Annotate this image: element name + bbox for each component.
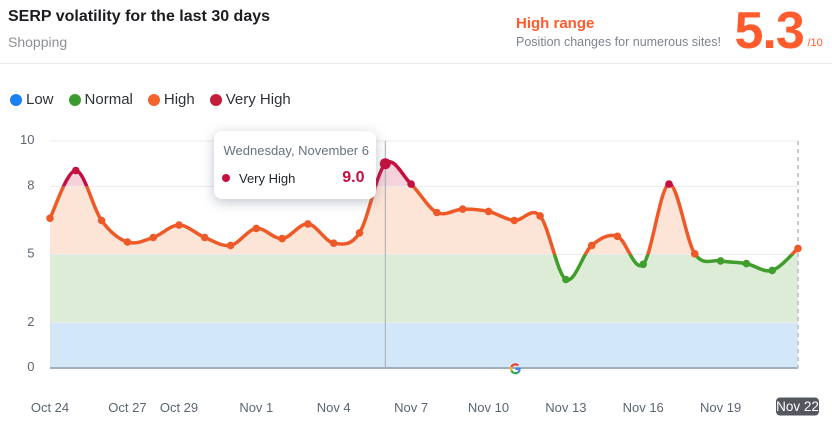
svg-text:Nov 22: Nov 22 bbox=[776, 399, 819, 414]
svg-text:Oct 29: Oct 29 bbox=[160, 400, 198, 415]
svg-text:2: 2 bbox=[27, 314, 34, 329]
svg-text:10: 10 bbox=[20, 132, 34, 147]
svg-text:Nov 13: Nov 13 bbox=[545, 400, 586, 415]
svg-text:Nov 16: Nov 16 bbox=[623, 400, 664, 415]
svg-text:Oct 27: Oct 27 bbox=[108, 400, 146, 415]
svg-text:Oct 24: Oct 24 bbox=[31, 400, 69, 415]
svg-text:Nov 1: Nov 1 bbox=[239, 400, 273, 415]
svg-text:8: 8 bbox=[27, 178, 34, 193]
svg-text:Nov 7: Nov 7 bbox=[394, 400, 428, 415]
svg-text:Nov 19: Nov 19 bbox=[700, 400, 741, 415]
svg-text:Nov 10: Nov 10 bbox=[468, 400, 509, 415]
svg-text:Nov 4: Nov 4 bbox=[317, 400, 351, 415]
svg-text:5: 5 bbox=[27, 246, 34, 261]
svg-text:0: 0 bbox=[27, 359, 34, 374]
